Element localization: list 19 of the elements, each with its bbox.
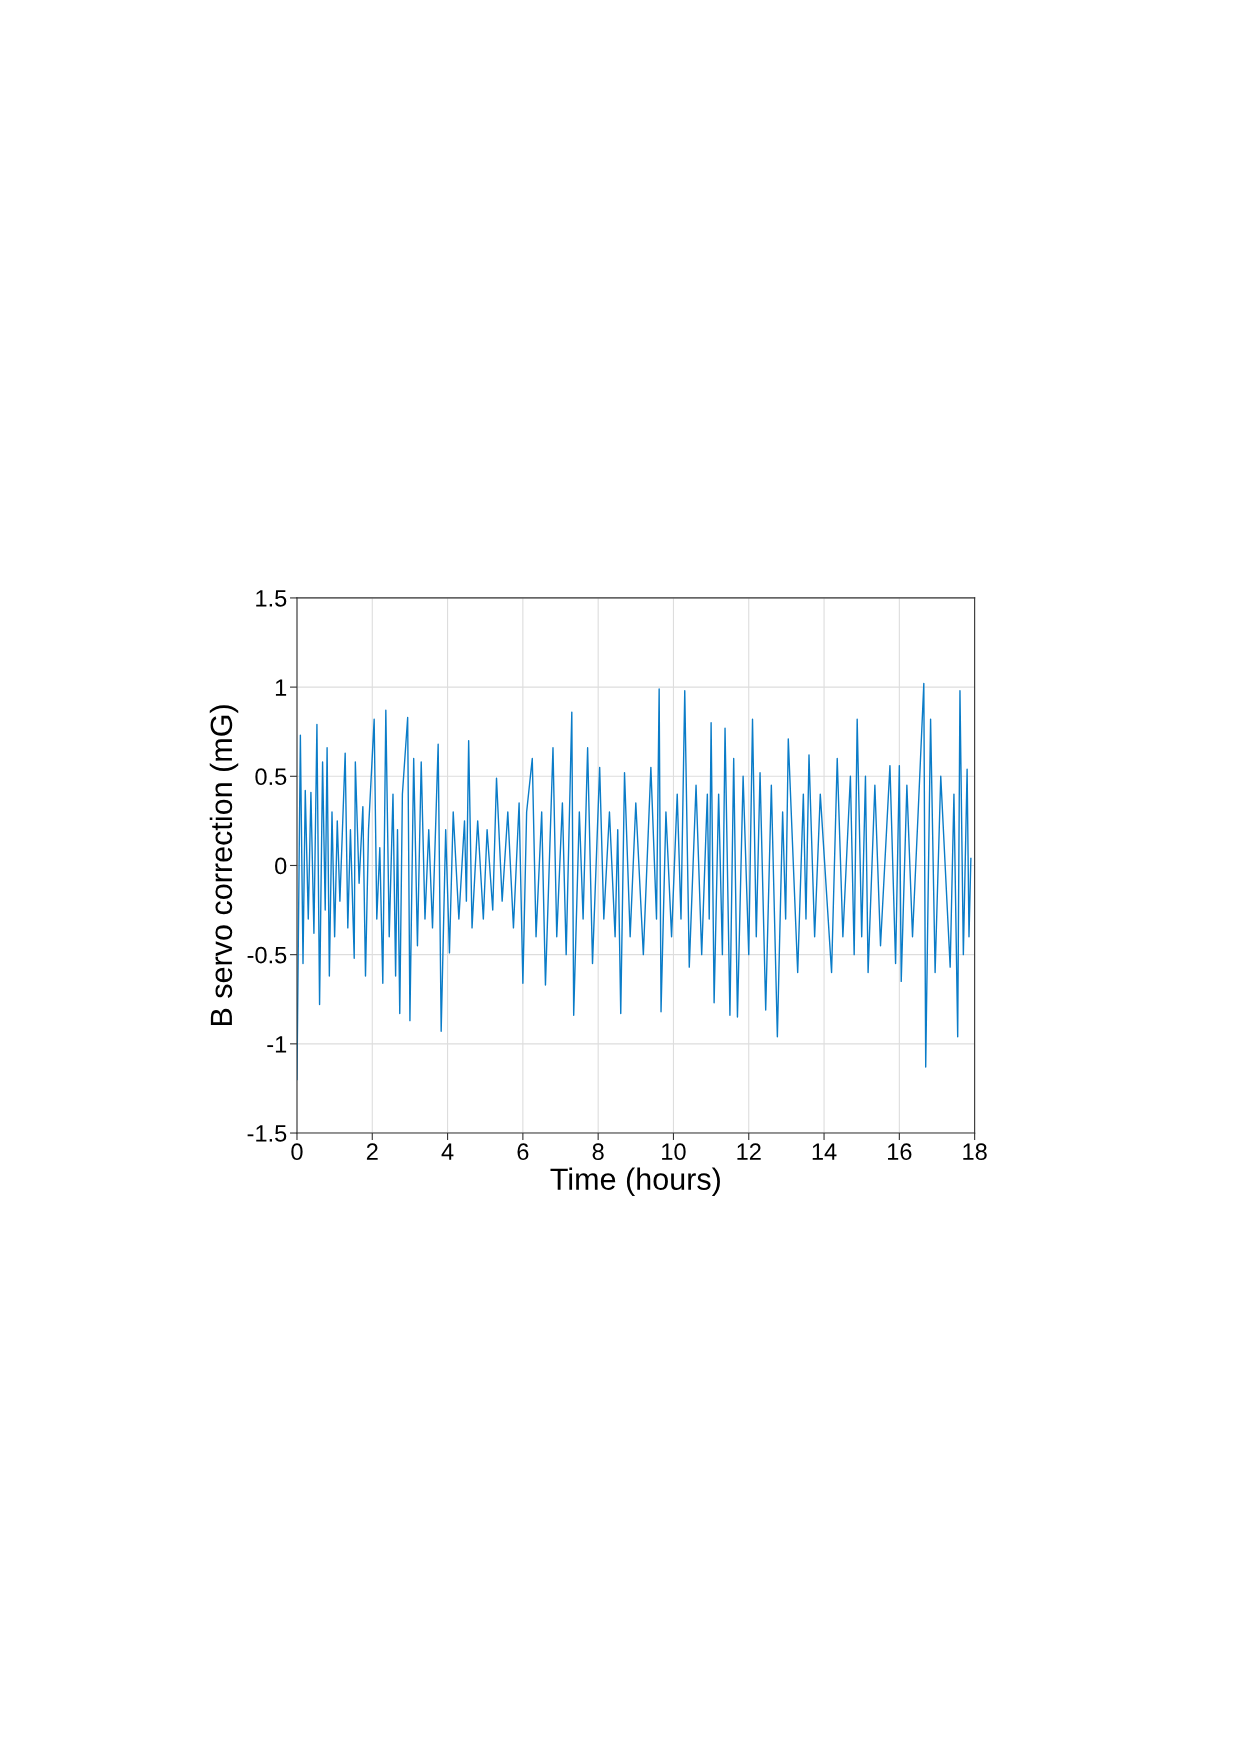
x-tick-label: 14 xyxy=(812,1143,837,1160)
x-tick-label: 10 xyxy=(662,1143,686,1161)
y-tick-label: -1.5 xyxy=(247,1125,287,1142)
x-tick-label: 12 xyxy=(737,1143,761,1160)
y-tick-label: 1.5 xyxy=(256,590,287,607)
x-tick-label: 4 xyxy=(441,1143,454,1160)
y-axis-title: B servo correction (mG) xyxy=(209,705,239,1026)
y-tick-label: 1 xyxy=(275,679,287,696)
x-tick-label: 8 xyxy=(592,1143,604,1161)
y-tick-label: -1 xyxy=(267,1036,287,1053)
x-tick-label: 0 xyxy=(291,1143,303,1161)
x-tick-label: 16 xyxy=(888,1143,912,1161)
x-tick-label: 6 xyxy=(517,1143,529,1161)
y-tick-label: 0 xyxy=(275,857,287,875)
x-tick-label: 2 xyxy=(366,1143,378,1160)
x-axis-title: Time (hours) xyxy=(550,1167,720,1197)
y-tick-label: -0.5 xyxy=(247,946,287,964)
x-tick-label: 18 xyxy=(963,1143,987,1161)
y-tick-label: 0.5 xyxy=(255,768,287,786)
